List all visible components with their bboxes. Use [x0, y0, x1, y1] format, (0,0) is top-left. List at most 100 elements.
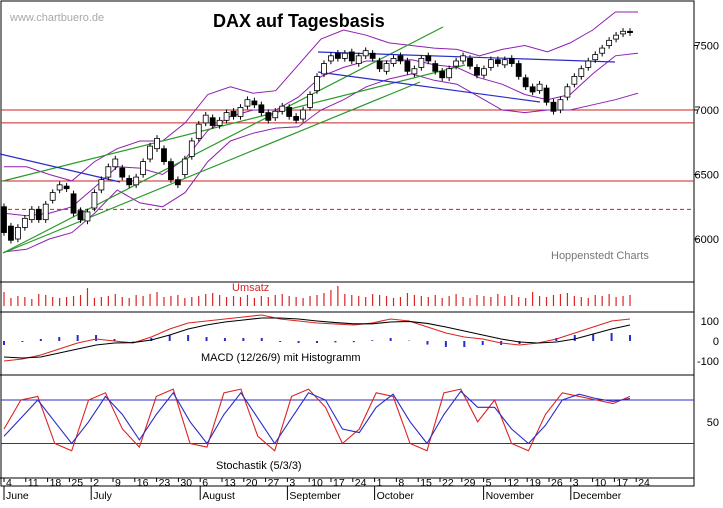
macd-tick-label: 100	[701, 316, 719, 328]
candle-body	[112, 158, 119, 168]
candle-body	[397, 55, 404, 62]
candle-body	[314, 76, 320, 92]
x-month-label: July	[93, 490, 112, 502]
candle-body	[376, 60, 383, 70]
candle-body	[487, 59, 494, 68]
stochastic-label: Stochastik (5/3/3)	[216, 460, 302, 472]
candle-body	[606, 39, 613, 46]
x-month-label: September	[289, 490, 341, 502]
x-day-label: 20	[246, 477, 258, 489]
candle-body	[383, 63, 390, 72]
x-day-label: 23	[159, 477, 171, 489]
candle-body	[300, 109, 306, 120]
candle-body	[279, 105, 286, 112]
candle-body	[216, 119, 223, 126]
candle-body	[508, 58, 515, 64]
candle-body	[550, 101, 557, 112]
x-month-label: November	[486, 490, 535, 502]
candlesticks	[1, 28, 633, 244]
volume-label: Umsatz	[232, 282, 269, 294]
x-day-label: 3	[289, 477, 295, 489]
y-axis-labels: 6000 6500 7000 7500 100 0 -100 50	[694, 41, 719, 429]
candle-body	[543, 87, 550, 103]
candle-body	[98, 179, 105, 191]
x-day-label: 9	[115, 477, 121, 489]
x-day-label: 2	[93, 477, 99, 489]
stochastic-d-line	[3, 390, 631, 445]
source-label: Hoppenstedt Charts	[551, 250, 649, 262]
y-tick-label: 7500	[695, 41, 719, 53]
bollinger-band-upper	[4, 11, 638, 182]
x-month-label: August	[202, 490, 235, 502]
candle-body	[265, 112, 272, 121]
volume-bars	[3, 286, 631, 306]
candle-body	[293, 116, 300, 121]
candle-body	[321, 63, 327, 75]
candle-body	[515, 63, 522, 77]
candle-body	[147, 145, 153, 160]
x-day-label: 24	[355, 477, 367, 489]
stochastic-panel	[1, 388, 694, 452]
macd-tick-label: -100	[697, 356, 719, 368]
candle-body	[35, 208, 42, 221]
candle-body	[286, 107, 293, 117]
candle-body	[168, 161, 174, 181]
candle-body	[501, 59, 508, 66]
macd-line	[3, 314, 631, 362]
candle-body	[77, 210, 84, 221]
candle-body	[49, 192, 56, 201]
candle-body	[42, 203, 49, 221]
x-day-label: 18	[50, 477, 62, 489]
x-day-label: 8	[398, 477, 404, 489]
candle-body	[425, 55, 432, 62]
candle-body	[620, 30, 626, 35]
candle-body	[439, 70, 446, 79]
candle-body	[258, 104, 265, 113]
candle-body	[202, 114, 209, 124]
candle-body	[522, 77, 529, 88]
x-day-label: 13	[224, 477, 236, 489]
macd-label: MACD (12/26/9) mit Histogramm	[201, 352, 361, 364]
x-month-label: December	[573, 490, 622, 502]
x-day-label: 22	[442, 477, 454, 489]
x-day-label: 5	[486, 477, 492, 489]
x-day-label: 10	[595, 477, 607, 489]
candle-body	[56, 184, 63, 191]
candle-body	[230, 110, 237, 117]
candle-body	[223, 112, 230, 121]
y-tick-label: 6000	[695, 234, 719, 246]
candle-body	[181, 158, 188, 175]
x-day-label: 11	[28, 477, 39, 489]
x-day-label: 1	[377, 477, 383, 489]
candle-body	[418, 58, 425, 68]
x-axis-labels: 4 11 18 25 2 9 16 23 30 6 13 20 27 3 10 17 24 1 8 15 22 29 5 12…	[3, 477, 650, 502]
x-day-label: 15	[420, 477, 432, 489]
x-month-label: June	[6, 490, 29, 502]
candle-body	[613, 34, 619, 40]
x-day-label: 30	[180, 477, 192, 489]
candle-body	[627, 30, 633, 33]
candle-body	[161, 148, 167, 162]
macd-panel	[3, 314, 631, 362]
candle-body	[195, 123, 202, 139]
candle-body	[28, 208, 35, 221]
x-day-label: 24	[638, 477, 650, 489]
candle-body	[369, 52, 376, 59]
candle-body	[91, 192, 98, 209]
trend-line-blue-june	[0, 153, 121, 183]
y-tick-label: 7000	[695, 105, 719, 117]
trend-lines	[0, 26, 616, 254]
watermark: www.chartbuero.de	[9, 12, 104, 24]
x-day-label: 19	[529, 477, 541, 489]
x-month-label: October	[377, 490, 415, 502]
candle-body	[272, 110, 279, 119]
candle-body	[133, 176, 140, 186]
candle-body	[536, 83, 543, 92]
x-day-label: 25	[71, 477, 83, 489]
x-day-label: 27	[268, 477, 280, 489]
x-day-label: 17	[333, 477, 345, 489]
candle-body	[188, 140, 195, 157]
candle-body	[21, 217, 28, 228]
